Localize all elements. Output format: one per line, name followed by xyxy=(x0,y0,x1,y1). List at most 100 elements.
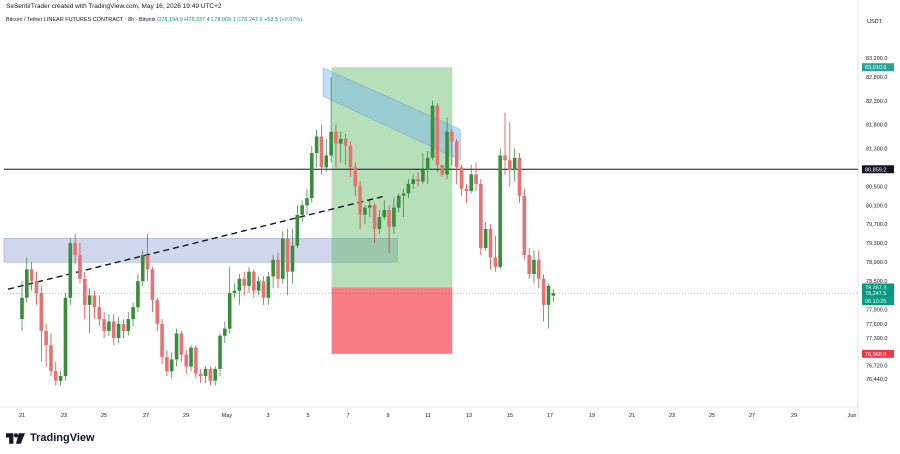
price-axis-label: 78,367.3 xyxy=(865,285,886,291)
candle-body xyxy=(512,157,517,170)
candle-body xyxy=(92,295,97,308)
candle-body xyxy=(107,321,111,331)
time-axis-tick: 25 xyxy=(101,413,107,419)
price-axis-label: 80,859.2 xyxy=(865,167,886,173)
candle-body xyxy=(140,255,145,282)
time-axis-tick: 27 xyxy=(749,413,755,419)
candle-body xyxy=(464,188,469,192)
candle-body xyxy=(343,138,348,146)
candle-body xyxy=(537,259,541,279)
time-axis-tick: 23 xyxy=(669,413,675,419)
time-axis-tick: 7 xyxy=(346,413,349,419)
candle-body xyxy=(189,347,193,367)
candle-body xyxy=(44,330,48,346)
candle-body xyxy=(406,183,411,194)
price-axis-tick: 76,440.0 xyxy=(866,377,887,383)
symbol-legend[interactable]: Bitcoin / Tether LINEAR FUTURES CONTRACT… xyxy=(6,17,302,23)
candle-body xyxy=(145,255,150,270)
candle-body xyxy=(546,285,551,305)
candle-body xyxy=(208,368,213,381)
candle-body xyxy=(541,278,546,305)
candle-body xyxy=(73,243,77,256)
candle-body xyxy=(78,255,82,279)
price-axis-label-box xyxy=(862,349,894,358)
price-axis-label: 06:10:25 xyxy=(865,299,886,305)
symbol-name: Bitcoin / Tether LINEAR FUTURES CONTRACT… xyxy=(6,17,156,23)
candle-body xyxy=(252,271,256,291)
candle-body xyxy=(363,207,367,215)
time-axis-tick: 9 xyxy=(386,413,389,419)
time-axis-tick: 19 xyxy=(589,413,595,419)
candle-body xyxy=(411,179,416,184)
candle-body xyxy=(392,207,396,227)
price-axis-label: 83,010.6 xyxy=(865,65,886,71)
price-axis-label-box xyxy=(862,63,894,72)
candle-body xyxy=(445,131,449,175)
candle-body xyxy=(102,319,106,331)
time-axis-tick: 5 xyxy=(306,413,309,419)
candle-body xyxy=(498,155,502,267)
price-axis-label-box xyxy=(862,289,894,298)
candle-body xyxy=(324,155,329,168)
candle-body xyxy=(242,278,246,286)
candle-body xyxy=(116,323,121,339)
candle-body xyxy=(479,183,483,248)
candle-body xyxy=(469,174,473,192)
price-axis-label-box xyxy=(862,297,894,306)
candle-body xyxy=(454,141,459,168)
candle-body xyxy=(508,160,512,170)
candle-body xyxy=(87,295,92,305)
candle-body xyxy=(247,271,251,286)
candle-body xyxy=(165,357,169,372)
price-axis-tick: 82,800.0 xyxy=(866,75,887,81)
time-axis-tick: 21 xyxy=(629,413,635,419)
candle-body xyxy=(169,359,174,372)
time-axis-tick: 25 xyxy=(709,413,715,419)
candle-body xyxy=(237,278,242,291)
candle-body xyxy=(493,257,498,267)
time-axis-tick: 29 xyxy=(183,413,189,419)
candle-body xyxy=(517,157,522,196)
candle-body xyxy=(334,131,338,144)
candle-body xyxy=(503,155,507,161)
time-axis-tick: 13 xyxy=(466,413,472,419)
long-position-target-zone[interactable] xyxy=(331,67,453,288)
price-axis-tick: 83,200.0 xyxy=(866,56,887,62)
candle-body xyxy=(97,307,102,320)
price-axis-tick: 81,300.0 xyxy=(866,146,887,152)
time-axis-tick: 17 xyxy=(547,413,553,419)
candle-body xyxy=(358,186,362,215)
candle-body xyxy=(25,269,29,298)
candle-body xyxy=(310,153,314,199)
price-axis-tick: 77,300.0 xyxy=(866,336,887,342)
candle-body xyxy=(131,307,135,320)
time-axis-tick: 29 xyxy=(791,413,797,419)
candle-body xyxy=(184,354,189,367)
candle-body xyxy=(179,333,184,355)
candle-body xyxy=(382,210,387,218)
candle-body xyxy=(430,105,435,158)
candle-body xyxy=(136,281,140,308)
candle-body xyxy=(49,345,53,372)
price-axis-tick: 77,600.0 xyxy=(866,322,887,328)
candle-body xyxy=(126,319,131,331)
long-position-stop-zone[interactable] xyxy=(331,287,453,354)
price-axis-tick: 79,300.0 xyxy=(866,241,887,247)
candle-body xyxy=(377,217,382,229)
candle-body xyxy=(34,281,39,294)
candle-body xyxy=(435,105,440,165)
tradingview-logo-icon xyxy=(6,432,25,444)
time-axis-tick: 21 xyxy=(19,413,25,419)
price-axis-tick: 80,500.0 xyxy=(866,184,887,190)
candle-body xyxy=(474,174,478,184)
chart-author-credit: SeSentirTrader created with TradingView.… xyxy=(6,3,222,10)
candle-body xyxy=(450,131,454,142)
candle-body xyxy=(54,371,58,381)
candle-body xyxy=(256,281,261,291)
candle-body xyxy=(160,323,164,358)
price-axis-tick: 78,500.0 xyxy=(866,279,887,285)
candle-body xyxy=(203,368,208,377)
candle-body xyxy=(338,138,343,144)
resistance-channel-band[interactable] xyxy=(322,67,461,161)
